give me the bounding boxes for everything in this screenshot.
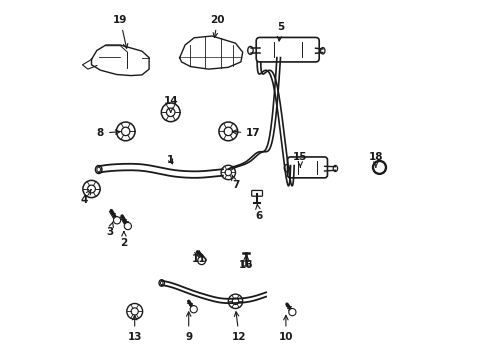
Text: 12: 12 — [231, 312, 246, 342]
Text: 20: 20 — [210, 15, 224, 37]
Circle shape — [197, 257, 205, 265]
Text: 5: 5 — [276, 22, 284, 41]
Text: 17: 17 — [232, 128, 260, 138]
Circle shape — [124, 222, 131, 230]
Text: 1: 1 — [167, 155, 174, 165]
Text: 15: 15 — [292, 152, 307, 167]
Text: 6: 6 — [255, 204, 262, 221]
Text: 11: 11 — [192, 251, 206, 264]
Text: 14: 14 — [163, 96, 178, 112]
Text: 13: 13 — [127, 315, 142, 342]
Text: 4: 4 — [81, 190, 91, 205]
Circle shape — [113, 217, 121, 224]
Text: 3: 3 — [106, 222, 113, 237]
Text: 8: 8 — [97, 128, 120, 138]
Text: 9: 9 — [185, 312, 192, 342]
Text: 19: 19 — [113, 15, 127, 48]
Text: 10: 10 — [278, 315, 292, 342]
Circle shape — [190, 306, 197, 313]
Text: 16: 16 — [239, 254, 253, 270]
Text: 18: 18 — [368, 152, 383, 167]
Circle shape — [288, 309, 295, 316]
Text: 2: 2 — [120, 231, 127, 248]
Text: 7: 7 — [231, 175, 239, 190]
